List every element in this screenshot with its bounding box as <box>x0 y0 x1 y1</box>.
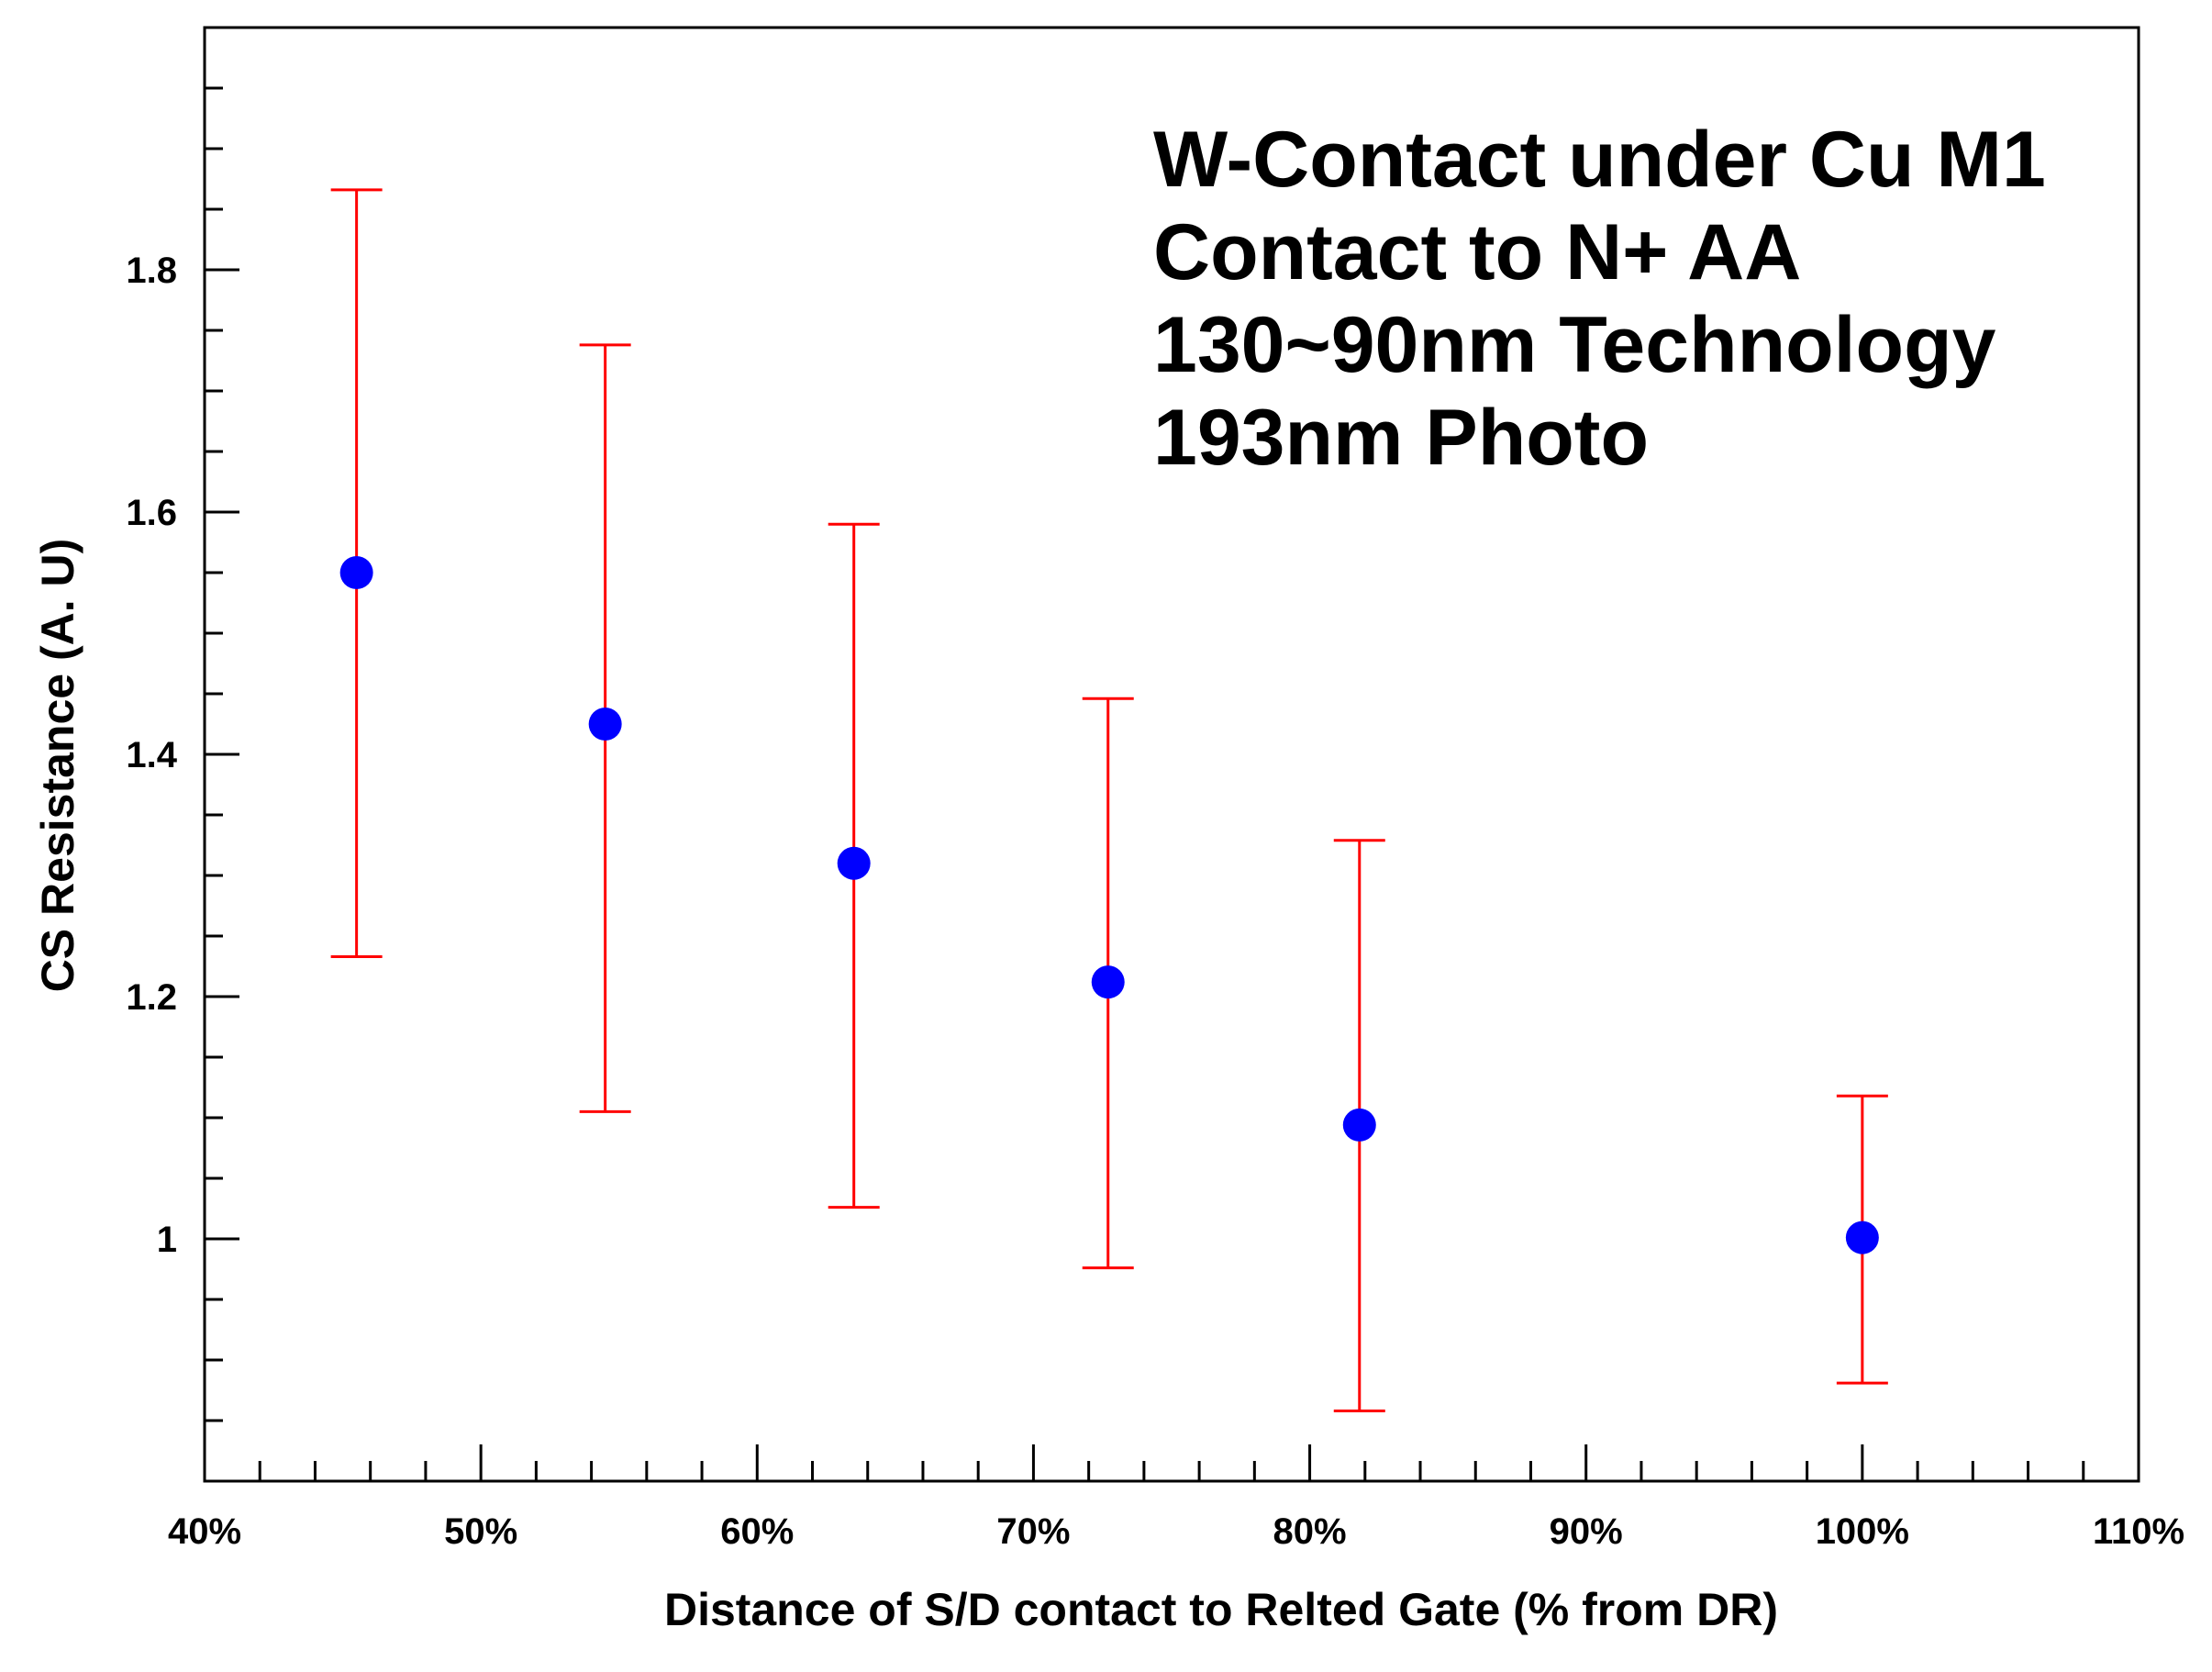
x-tick-label: 90% <box>1550 1511 1623 1552</box>
x-axis: 40% 50% 60% 70% 80% 90% 100% 110% <box>168 1444 2184 1552</box>
y-tick-label: 1.8 <box>126 251 177 291</box>
x-tick-label: 100% <box>1816 1511 1909 1552</box>
annotation-line: Contact to N+ AA <box>1153 208 1801 296</box>
y-tick-label: 1.2 <box>126 977 177 1018</box>
data-point <box>1091 965 1125 999</box>
data-point <box>588 708 622 741</box>
data-point <box>1342 1108 1376 1142</box>
x-tick-label: 60% <box>720 1511 794 1552</box>
data-points <box>339 556 1879 1254</box>
y-tick-label: 1 <box>157 1220 177 1260</box>
data-point <box>339 556 373 589</box>
annotation-line: 193nm Photo <box>1153 394 1649 482</box>
data-point <box>837 846 871 880</box>
annotation-line: 130~90nm Technology <box>1153 301 1996 389</box>
x-axis-title: Distance of S/D contact to Relted Gate (… <box>664 1584 1778 1635</box>
x-tick-label: 80% <box>1273 1511 1347 1552</box>
x-tick-label: 40% <box>168 1511 241 1552</box>
y-tick-label: 1.4 <box>126 735 177 775</box>
annotation-line: W-Contact under Cu M1 <box>1153 116 2046 204</box>
x-tick-label: 110% <box>2093 1511 2184 1552</box>
y-axis-title: CS Resistance (A. U) <box>32 539 83 993</box>
y-tick-label: 1.6 <box>126 493 177 533</box>
data-point <box>1845 1221 1879 1254</box>
x-tick-label: 70% <box>996 1511 1070 1552</box>
y-axis: 1 1.2 1.4 1.6 1.8 <box>126 86 239 1483</box>
x-tick-label: 50% <box>444 1511 517 1552</box>
